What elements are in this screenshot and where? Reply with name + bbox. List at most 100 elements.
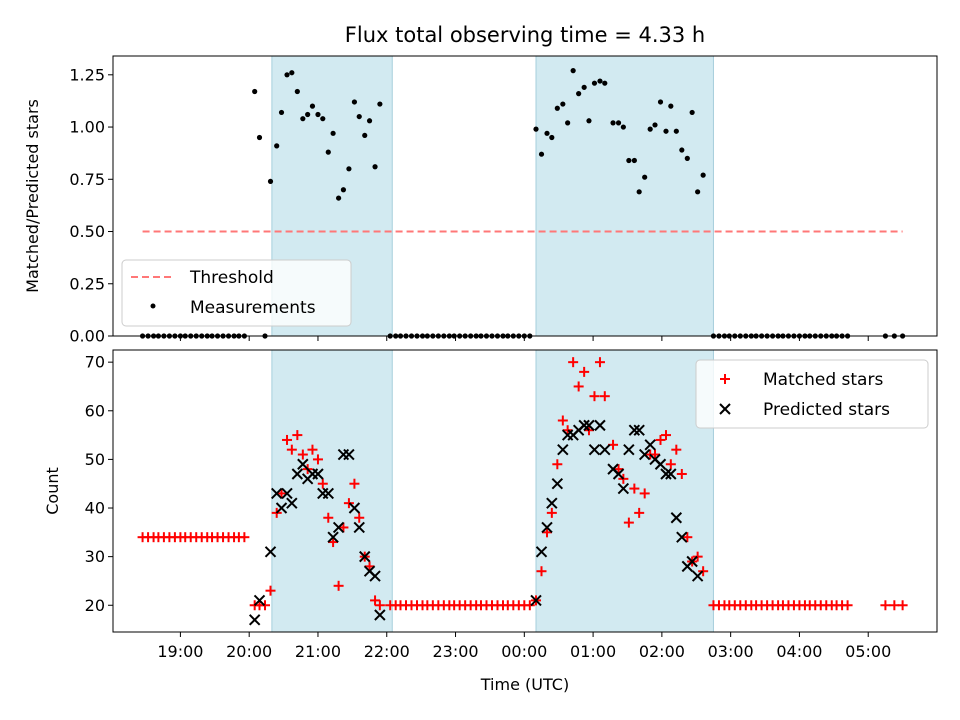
predicted-star-point [660, 468, 672, 480]
count-panel: 20 30 40 50 60 70 19:00 20:00 21:00 22:00 23:00 00… [43, 349, 938, 694]
predicted-star-point [275, 502, 288, 514]
matched-star-point [536, 566, 547, 577]
predicted-star-point [612, 468, 625, 480]
predicted-star-point [665, 468, 677, 480]
matched-star-point [265, 585, 276, 596]
measurement-point [586, 118, 592, 124]
predicted-star-point [623, 443, 635, 456]
legend-predicted-swatch [719, 403, 731, 415]
predicted-star-point [638, 448, 651, 461]
ratio-plot-frame [112, 55, 938, 337]
count-x-tick-label: 05:00 [845, 642, 891, 661]
predicted-star-point [541, 521, 553, 534]
matched-star-point [542, 527, 553, 538]
measurement-point [252, 88, 258, 95]
matched-star-point [880, 600, 891, 611]
matched-star-point [312, 454, 323, 465]
predicted-star-point [599, 443, 611, 456]
count-x-tick-label: 23:00 [432, 642, 478, 661]
matched-star-point [568, 357, 579, 368]
count-y-tick-label: 60 [85, 401, 105, 420]
matched-star-point [676, 468, 687, 479]
measurement-point [615, 120, 622, 126]
matched-star-point [639, 488, 650, 499]
measurement-point [570, 68, 576, 74]
predicted-star-point [327, 531, 339, 543]
matched-star-point [897, 600, 908, 611]
measurement-point [626, 157, 632, 164]
predicted-star-point [594, 419, 606, 432]
matched-star-point [661, 430, 672, 441]
measurement-point [336, 195, 342, 201]
count-legend: Matched stars Predicted stars [695, 359, 929, 429]
predicted-star-point [291, 468, 304, 480]
predicted-star-point [530, 594, 542, 607]
measurement-point [668, 103, 674, 109]
count-plot-frame [112, 349, 938, 633]
matched-star-point [276, 488, 287, 499]
x-axis-label: Time (UTC) [480, 675, 569, 694]
measurement-point [652, 122, 658, 128]
predicted-star-point [633, 424, 645, 436]
count-y-tick-label: 20 [85, 596, 105, 615]
matched-star-point [698, 566, 709, 577]
measurement-point [305, 111, 311, 118]
measurement-point [278, 109, 285, 116]
predicted-star-point [264, 546, 277, 558]
ratio-y-tick-label: 0.75 [69, 170, 105, 189]
ratio-y-tick-label: 0.50 [69, 222, 105, 241]
ratio-panel: 0.00 0.25 0.50 0.75 1.00 1.25 Flux total obse… [23, 23, 938, 346]
measurement-point [340, 187, 347, 193]
measurement-point [315, 111, 321, 118]
measurement-point [256, 134, 263, 141]
measurement-point [695, 189, 701, 195]
measurement-point [362, 132, 368, 139]
matched-star-point [671, 444, 682, 455]
measurement-point [330, 130, 336, 136]
matched-star-point [333, 580, 344, 591]
predicted-star-point [628, 424, 641, 436]
predicted-star-point [670, 512, 683, 524]
measurement-point [351, 99, 358, 105]
measurement-point [663, 128, 669, 134]
matched-star-point [286, 444, 297, 455]
measurement-point [289, 70, 295, 76]
ratio-legend: Threshold Measurements [121, 259, 352, 327]
measurement-point [591, 80, 598, 86]
matched-star-point [562, 425, 573, 436]
measurement-point [377, 101, 383, 107]
count-x-tick-label: 20:00 [226, 642, 272, 661]
measurement-point [636, 189, 642, 195]
measurement-point [597, 78, 603, 84]
count-y-tick-label: 70 [85, 353, 105, 372]
measurement-point [610, 120, 616, 126]
matched-star-point [292, 430, 303, 441]
predicted-star-point [583, 419, 595, 432]
matched-star-point [260, 600, 271, 611]
measurement-point [647, 126, 653, 132]
legend-threshold-label: Threshold [189, 268, 274, 288]
legend-x-marker [719, 403, 731, 415]
predicted-star-point [374, 609, 386, 621]
measurement-point [533, 126, 539, 132]
matched-star-point [349, 478, 360, 489]
measurement-point [602, 80, 608, 86]
measurement-point [642, 174, 648, 180]
measurement-point [700, 172, 706, 178]
predicted-star-point [343, 448, 355, 461]
measurement-point [300, 116, 306, 122]
matched-star-point [374, 600, 385, 611]
legend-matched-swatch [720, 374, 730, 384]
matched-star-point [524, 600, 535, 611]
measurement-point [560, 101, 566, 107]
count-x-tick-label: 03:00 [708, 642, 754, 661]
ratio-y-tick-label: 1.00 [69, 118, 105, 137]
matched-star-point [589, 391, 600, 402]
ratio-y-tick-label: 1.25 [69, 65, 105, 84]
measurement-point [284, 72, 290, 78]
predicted-star-point [676, 531, 688, 543]
count-y-tick-label: 40 [85, 499, 105, 518]
ratio-y-axis-label: Matched/Predicted stars [23, 99, 42, 293]
matched-star-point [594, 357, 605, 368]
